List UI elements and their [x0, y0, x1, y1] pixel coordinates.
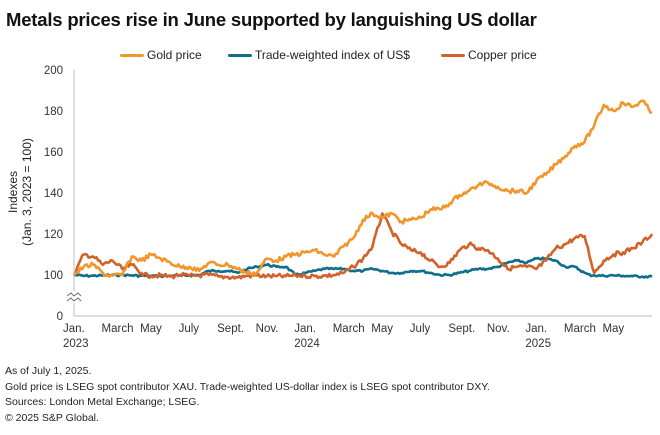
chart-title: Metals prices rise in June supported by …: [6, 9, 537, 30]
footer: As of July 1, 2025. Gold price is LSEG s…: [5, 364, 490, 426]
legend-label-gold: Gold price: [147, 48, 202, 62]
x-tick-label: Nov.: [256, 323, 279, 335]
y-tick-label: 140: [44, 188, 63, 200]
footer-sources: Sources: London Metal Exchange; LSEG.: [5, 396, 200, 408]
y-tick-label: 160: [44, 147, 63, 159]
x-tick-label: May: [371, 323, 393, 335]
x-tick-year-label: 2023: [63, 338, 89, 350]
x-tick-label: July: [410, 323, 431, 335]
legend-item-usd: Trade-weighted index of US$: [228, 48, 410, 62]
y-tick-label: 100: [44, 270, 63, 282]
x-tick-label: March: [333, 323, 365, 335]
footer-as-of: As of July 1, 2025.: [5, 365, 92, 377]
y-axis-title-line: (Jan. 3, 2023 = 100): [20, 138, 34, 246]
x-tick-label: Sept.: [448, 323, 475, 335]
chart-plot: 0 100 120 140 160 180 200 Jan. 2023 March May July…: [6, 65, 654, 350]
x-tick-label: Jan.: [525, 323, 547, 335]
legend-label-usd: Trade-weighted index of US$: [255, 48, 410, 62]
legend-swatch-usd: [228, 53, 252, 57]
series-line-copper: [73, 212, 654, 281]
series-layer: [73, 99, 654, 281]
footer-copyright: © 2025 S&P Global.: [5, 411, 99, 424]
x-axis: Jan. 2023 March May July Sept. Nov. Jan. 2024 Mar…: [63, 323, 624, 350]
x-tick-label: July: [179, 323, 200, 335]
x-tick-label: Nov.: [487, 323, 510, 335]
y-axis-title: Indexes (Jan. 3, 2023 = 100): [6, 138, 34, 246]
legend: Gold price Trade-weighted index of US$ C…: [0, 48, 660, 64]
footer-note: Gold price is LSEG spot contributor XAU.…: [5, 380, 490, 393]
y-tick-label: 0: [57, 311, 63, 323]
x-tick-label: March: [102, 323, 134, 335]
y-axis-title-line: Indexes: [6, 171, 20, 213]
legend-swatch-copper: [441, 53, 465, 57]
legend-item-gold: Gold price: [120, 48, 202, 62]
x-tick-label: Jan.: [294, 323, 316, 335]
legend-swatch-gold: [120, 53, 144, 57]
x-tick-label: Sept.: [217, 323, 244, 335]
x-tick-label: May: [602, 323, 624, 335]
series-line-gold: [73, 99, 653, 278]
y-tick-label: 120: [44, 229, 63, 241]
x-tick-year-label: 2025: [525, 338, 551, 350]
axis-break-icon: [66, 291, 82, 303]
y-tick-label: 200: [44, 65, 63, 77]
x-tick-label: March: [564, 323, 596, 335]
y-axis: 0 100 120 140 160 180 200: [44, 65, 63, 323]
x-tick-label: May: [140, 323, 162, 335]
x-tick-label: Jan.: [63, 323, 85, 335]
legend-label-copper: Copper price: [468, 48, 537, 62]
y-tick-label: 180: [44, 106, 63, 118]
legend-item-copper: Copper price: [441, 48, 537, 62]
x-tick-year-label: 2024: [294, 338, 320, 350]
